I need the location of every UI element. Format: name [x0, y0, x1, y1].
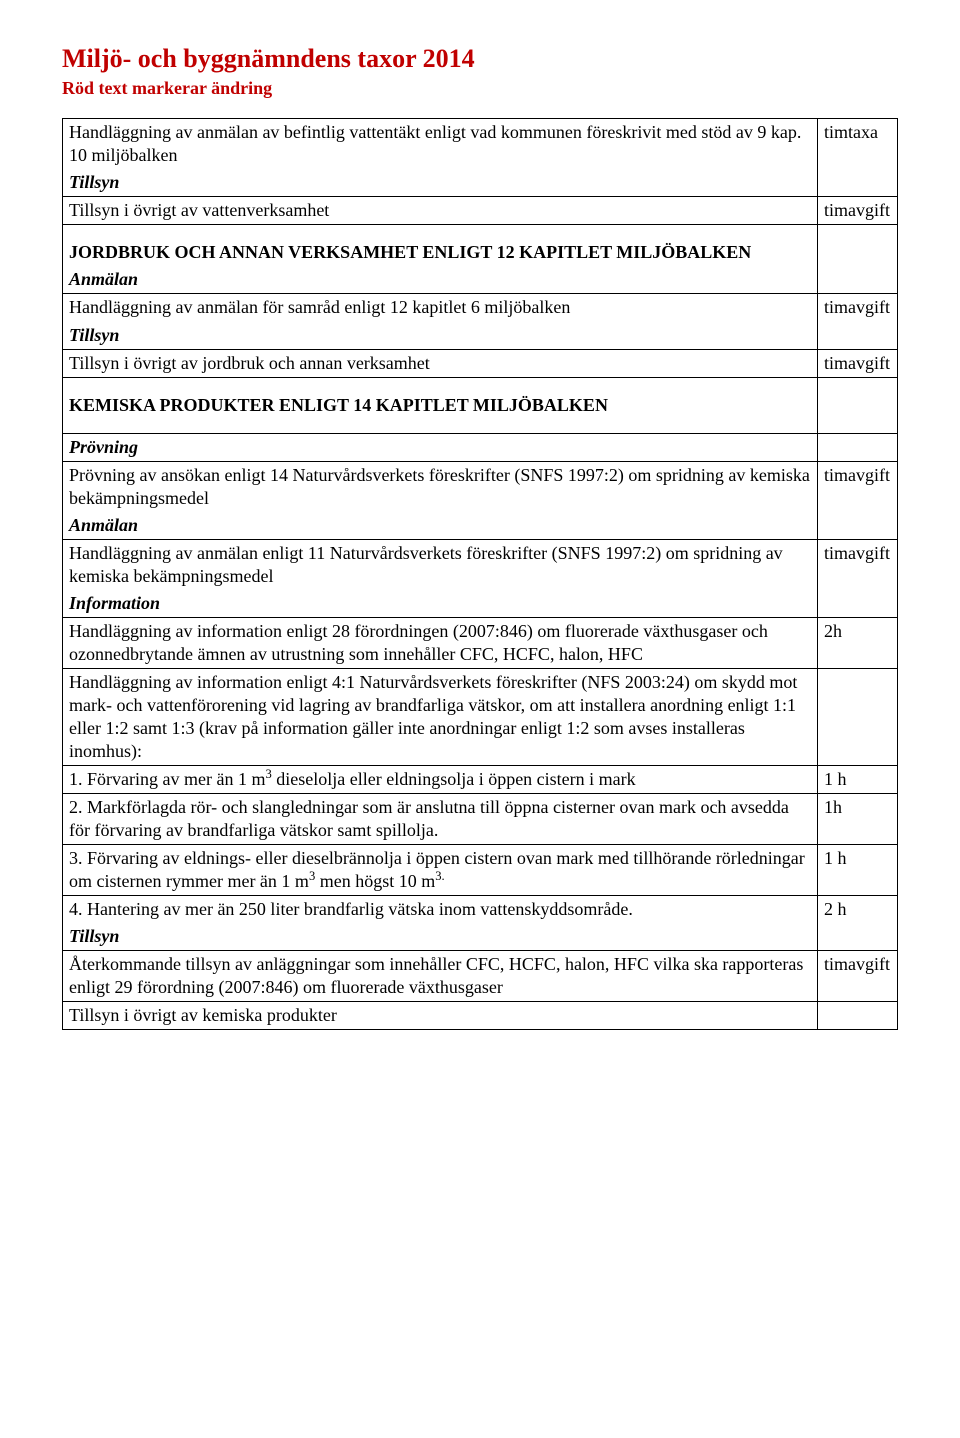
table-row: Återkommande tillsyn av anläggningar som… — [63, 951, 898, 1002]
cell-text: Handläggning av information enligt 28 fö… — [69, 621, 768, 664]
section-label: Tillsyn — [69, 172, 119, 192]
cell-text: 4. Hantering av mer än 250 liter brandfa… — [69, 899, 633, 919]
cell-value: 1h — [824, 797, 842, 817]
table-row: Tillsyn i övrigt av kemiska produkter — [63, 1002, 898, 1030]
table-row: Anmälan — [63, 266, 898, 294]
page-subtitle: Röd text markerar ändring — [62, 77, 898, 100]
cell-value: 1 h — [824, 848, 847, 868]
cell-value: timavgift — [824, 353, 890, 373]
table-row: Tillsyn — [63, 169, 898, 197]
table-row: Handläggning av information enligt 28 fö… — [63, 617, 898, 668]
cell-text: Handläggning av anmälan för samråd enlig… — [69, 297, 570, 317]
cell-text: Handläggning av anmälan enligt 11 Naturv… — [69, 543, 783, 586]
cell-value: timavgift — [824, 200, 890, 220]
cell-text: Återkommande tillsyn av anläggningar som… — [69, 954, 803, 997]
table-row: Handläggning av anmälan av befintlig vat… — [63, 119, 898, 170]
cell-text: Tillsyn i övrigt av jordbruk och annan v… — [69, 353, 430, 373]
section-heading: JORDBRUK OCH ANNAN VERKSAMHET ENLIGT 12 … — [69, 241, 813, 264]
cell-text: 3. Förvaring av eldnings- eller dieselbr… — [69, 848, 805, 891]
table-row: Tillsyn i övrigt av vattenverksamhet tim… — [63, 197, 898, 225]
cell-text: 2. Markförlagda rör- och slangledningar … — [69, 797, 789, 840]
cell-value: 2h — [824, 621, 842, 641]
section-label: Anmälan — [69, 515, 138, 535]
page-title: Miljö- och byggnämndens taxor 2014 — [62, 42, 898, 75]
table-row: 1. Förvaring av mer än 1 m3 dieselolja e… — [63, 766, 898, 794]
section-label: Prövning — [69, 437, 138, 457]
section-label: Information — [69, 593, 160, 613]
cell-value: timavgift — [824, 954, 890, 974]
cell-value: 2 h — [824, 899, 847, 919]
cell-value: timavgift — [824, 297, 890, 317]
cell-text: Tillsyn i övrigt av kemiska produkter — [69, 1005, 337, 1025]
cell-value: timtaxa — [824, 122, 878, 142]
table-row: Anmälan — [63, 512, 898, 540]
cell-value: timavgift — [824, 543, 890, 563]
fees-table: Handläggning av anmälan av befintlig vat… — [62, 118, 898, 1030]
table-row: 3. Förvaring av eldnings- eller dieselbr… — [63, 845, 898, 896]
section-label: Anmälan — [69, 269, 138, 289]
table-row: Handläggning av anmälan för samråd enlig… — [63, 294, 898, 322]
section-label: Tillsyn — [69, 926, 119, 946]
cell-text: Handläggning av information enligt 4:1 N… — [69, 672, 797, 761]
section-heading: KEMISKA PRODUKTER ENLIGT 14 KAPITLET MIL… — [69, 394, 813, 417]
table-row: Tillsyn — [63, 923, 898, 951]
table-row: Information — [63, 590, 898, 618]
table-row: Handläggning av information enligt 4:1 N… — [63, 668, 898, 765]
table-row: Tillsyn — [63, 322, 898, 350]
section-label: Tillsyn — [69, 325, 119, 345]
cell-value: timavgift — [824, 465, 890, 485]
table-row: Tillsyn i övrigt av jordbruk och annan v… — [63, 349, 898, 377]
cell-text: 1. Förvaring av mer än 1 m3 dieselolja e… — [69, 769, 636, 789]
cell-text: Prövning av ansökan enligt 14 Naturvårds… — [69, 465, 810, 508]
cell-text: Handläggning av anmälan av befintlig vat… — [69, 122, 801, 165]
table-row: Handläggning av anmälan enligt 11 Naturv… — [63, 539, 898, 590]
table-row: KEMISKA PRODUKTER ENLIGT 14 KAPITLET MIL… — [63, 377, 898, 433]
table-row: Prövning — [63, 433, 898, 461]
table-row: 4. Hantering av mer än 250 liter brandfa… — [63, 896, 898, 924]
cell-value: 1 h — [824, 769, 847, 789]
table-row: JORDBRUK OCH ANNAN VERKSAMHET ENLIGT 12 … — [63, 225, 898, 267]
cell-text: Tillsyn i övrigt av vattenverksamhet — [69, 200, 329, 220]
table-row: 2. Markförlagda rör- och slangledningar … — [63, 794, 898, 845]
table-row: Prövning av ansökan enligt 14 Naturvårds… — [63, 461, 898, 512]
